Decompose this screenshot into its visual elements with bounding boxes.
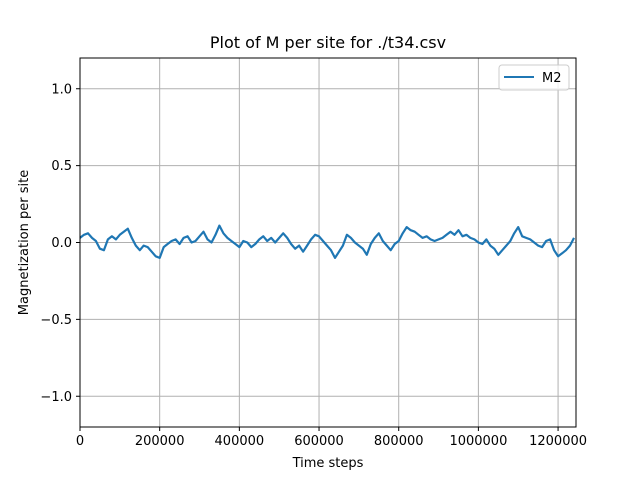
chart-title: Plot of M per site for ./t34.csv [210, 33, 446, 52]
series-layer [79, 224, 575, 259]
y-tick-label: −0.5 [40, 313, 72, 328]
x-tick-label: 1000000 [449, 434, 507, 449]
legend-label-m2: M2 [542, 71, 562, 86]
x-tick-label: 400000 [215, 434, 265, 449]
x-axis-label: Time steps [292, 456, 364, 471]
x-tick-label: 800000 [374, 434, 424, 449]
y-tick-label: −1.0 [40, 390, 72, 405]
y-axis-label: Magnetization per site [17, 170, 32, 315]
y-tick-label: 0.5 [51, 159, 72, 174]
x-axis-ticks: 0 200000 400000 600000 800000 1000000 1200000 [76, 427, 587, 449]
y-tick-label: 0.0 [51, 236, 72, 251]
x-tick-label: 200000 [135, 434, 185, 449]
legend: M2 [498, 64, 570, 91]
series-line-m2 [79, 224, 575, 259]
grid [80, 58, 576, 427]
y-axis-ticks: −1.0 −0.5 0.0 0.5 1.0 [40, 82, 80, 405]
x-tick-label: 600000 [294, 434, 344, 449]
x-tick-label: 1200000 [529, 434, 587, 449]
x-tick-label: 0 [76, 434, 84, 449]
y-tick-label: 1.0 [51, 82, 72, 97]
